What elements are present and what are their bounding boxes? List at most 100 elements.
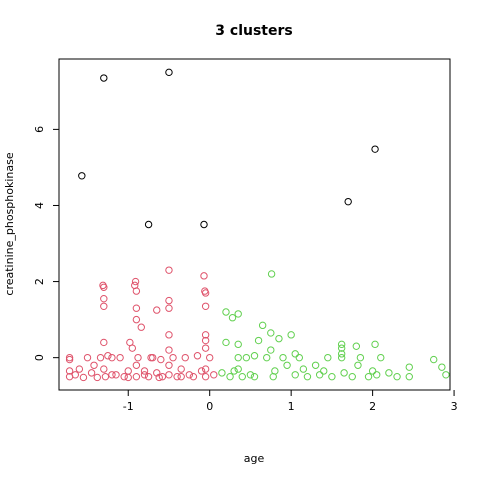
data-point: [100, 74, 108, 82]
data-point: [348, 372, 356, 381]
data-point: [189, 372, 198, 381]
data-point: [201, 372, 210, 381]
data-point: [165, 266, 173, 274]
data-point: [140, 367, 149, 375]
data-point: [185, 371, 194, 379]
data-point: [157, 355, 165, 364]
data-point: [100, 294, 108, 303]
data-point: [100, 302, 108, 310]
data-point: [250, 372, 259, 381]
data-point: [246, 371, 255, 379]
data-point: [200, 220, 208, 229]
data-point: [230, 367, 238, 375]
y-tick-label: 2: [33, 278, 46, 285]
data-point: [201, 289, 210, 297]
data-points: [65, 68, 450, 382]
data-point: [291, 371, 299, 379]
data-point: [79, 373, 88, 382]
data-point: [291, 350, 299, 358]
data-point: [96, 353, 105, 362]
y-axis-label: creatinine_phosphokinase: [3, 152, 16, 295]
data-point: [371, 145, 379, 153]
data-point: [303, 372, 312, 381]
data-point: [210, 371, 218, 379]
data-point: [140, 371, 149, 379]
data-point: [356, 353, 365, 362]
y-axis: 0 2 4 6: [33, 126, 59, 361]
y-tick-label: 0: [33, 354, 46, 361]
data-point: [65, 367, 74, 375]
data-point: [131, 277, 140, 286]
data-point: [153, 306, 161, 314]
data-point: [93, 373, 101, 382]
data-point: [337, 353, 346, 362]
data-point: [205, 353, 214, 362]
chart-title: 3 clusters: [215, 23, 292, 39]
data-point: [173, 372, 181, 381]
data-point: [393, 372, 401, 381]
data-point: [132, 315, 141, 324]
data-point: [104, 352, 112, 360]
data-point: [134, 353, 142, 362]
data-point: [124, 367, 132, 375]
data-point: [267, 270, 276, 278]
data-point: [371, 340, 379, 349]
data-point: [234, 365, 242, 373]
data-point: [368, 367, 377, 375]
data-point: [324, 353, 332, 362]
x-tick-label: 0: [206, 400, 213, 413]
x-tick-label: 1: [288, 400, 295, 413]
data-point: [267, 329, 275, 337]
data-point: [158, 372, 167, 381]
data-point: [128, 344, 137, 352]
data-point: [352, 342, 361, 350]
data-point: [222, 308, 230, 316]
data-point: [165, 304, 173, 312]
data-point: [165, 371, 173, 379]
data-point: [337, 340, 346, 349]
data-point: [372, 371, 381, 379]
data-point: [200, 272, 208, 280]
data-point: [165, 346, 173, 354]
data-point: [100, 365, 108, 373]
x-tick-label: 3: [451, 400, 458, 413]
data-point: [65, 355, 74, 364]
data-point: [78, 172, 86, 180]
data-point: [75, 365, 84, 373]
y-tick-label: 6: [33, 126, 46, 133]
data-point: [165, 296, 173, 305]
x-tick-label: -1: [123, 400, 134, 413]
data-point: [222, 338, 230, 347]
data-point: [344, 197, 352, 206]
data-point: [65, 353, 74, 362]
data-point: [108, 371, 116, 379]
data-point: [258, 321, 267, 330]
data-point: [100, 338, 108, 347]
x-axis: -1 0 1 2 3: [123, 390, 458, 413]
data-point: [234, 340, 242, 349]
data-point: [71, 371, 79, 379]
data-point: [228, 314, 237, 322]
data-point: [132, 304, 141, 312]
data-point: [337, 350, 346, 358]
x-tick-label: 2: [369, 400, 376, 413]
data-point: [430, 355, 438, 364]
data-point: [90, 361, 98, 369]
y-tick-label: 4: [33, 202, 46, 209]
data-point: [100, 283, 108, 291]
data-point: [201, 365, 210, 373]
data-point: [177, 365, 185, 373]
data-point: [271, 367, 279, 375]
data-point: [153, 369, 161, 377]
data-point: [116, 353, 124, 362]
data-point: [218, 369, 226, 377]
data-point: [337, 344, 346, 352]
data-point: [385, 369, 393, 377]
data-point: [181, 353, 189, 362]
data-point: [132, 372, 141, 381]
data-point: [234, 353, 242, 362]
data-point: [83, 353, 92, 362]
data-point: [169, 353, 177, 362]
data-point: [108, 353, 116, 362]
